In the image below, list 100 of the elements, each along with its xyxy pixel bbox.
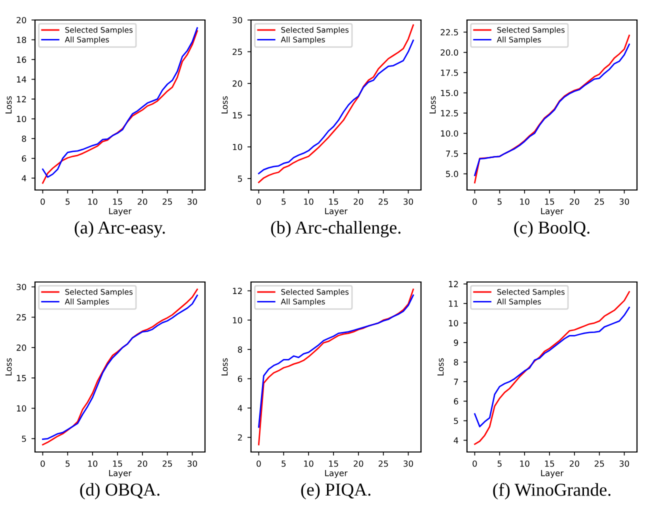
x-tick-label: 20 <box>138 198 148 205</box>
x-axis-title: Layer <box>325 208 348 216</box>
x-axis-title: Layer <box>541 208 564 216</box>
x-tick-label: 15 <box>113 198 122 205</box>
y-tick-label: 4 <box>454 437 458 444</box>
text: (c) BoolQ. <box>514 221 590 238</box>
x-tick-label: 10 <box>304 198 314 205</box>
x-tick-label: 20 <box>138 460 148 467</box>
x-tick-label: 25 <box>378 460 388 467</box>
x-tick-label: 15 <box>545 460 554 467</box>
x-tick-label: 5 <box>498 198 502 205</box>
text: (f) WinoGrande. <box>493 483 610 500</box>
y-tick-label: 25 <box>16 314 26 320</box>
y-tick-label: 10 <box>232 317 242 324</box>
x-tick-label: 0 <box>472 198 477 205</box>
y-tick-label: 15 <box>232 112 242 118</box>
y-tick-label: 4 <box>238 405 242 412</box>
x-tick-label: 30 <box>188 460 198 467</box>
y-tick-label: 6 <box>22 155 26 162</box>
y-tick-label: 8 <box>454 359 458 366</box>
x-tick-label: 10 <box>520 460 530 467</box>
x-tick-label: 0 <box>40 198 45 205</box>
x-tick-label: 10 <box>88 460 98 467</box>
x-tick-label: 5 <box>66 460 70 467</box>
y-tick-label: 4 <box>22 175 26 182</box>
text: (e) PIQA. <box>301 483 370 500</box>
x-tick-label: 25 <box>378 198 388 205</box>
y-tick-label: 7 <box>454 378 458 385</box>
x-tick-label: 10 <box>304 460 314 467</box>
y-tick-label: 25 <box>232 48 242 55</box>
y-tick-label: 5 <box>238 176 242 182</box>
x-tick-label: 25 <box>162 460 172 467</box>
text: (d) OBQA. <box>80 483 160 500</box>
y-tick-label: 10 <box>232 144 242 150</box>
y-tick-label: 14 <box>16 76 26 82</box>
x-tick-label: 25 <box>594 198 604 205</box>
x-tick-label: 25 <box>162 198 172 205</box>
y-axis-title: Loss <box>437 358 444 376</box>
x-tick-label: 25 <box>594 460 604 467</box>
x-tick-label: 15 <box>329 198 338 205</box>
y-tick-label: 20.0 <box>440 49 458 56</box>
y-axis-title: Loss <box>221 96 228 114</box>
x-axis-title: Layer <box>541 470 564 478</box>
x-tick-label: 5 <box>282 198 286 205</box>
line-series <box>258 24 414 184</box>
x-tick-label: 15 <box>113 460 122 467</box>
y-tick-label: 15.0 <box>441 90 458 96</box>
x-tick-label: 20 <box>570 460 580 467</box>
x-tick-label: 30 <box>404 460 414 467</box>
x-tick-label: 5 <box>66 198 70 205</box>
x-tick-label: 15 <box>329 460 338 467</box>
y-tick-label: 20 <box>232 80 242 87</box>
x-tick-label: 0 <box>472 460 477 467</box>
y-tick-label: 10 <box>16 405 26 412</box>
y-tick-label: 10.0 <box>441 130 458 137</box>
y-tick-label: 8 <box>22 136 26 142</box>
y-tick-label: 20 <box>16 16 26 24</box>
x-axis-title: Layer <box>109 470 132 478</box>
x-tick-label: 20 <box>570 198 580 205</box>
x-tick-label: 0 <box>40 460 45 467</box>
y-axis-title: Loss <box>5 96 12 114</box>
y-tick-label: 16 <box>16 56 26 63</box>
y-axis-title: Loss <box>430 96 436 114</box>
x-axis-title: Layer <box>109 208 132 216</box>
x-tick-label: 30 <box>620 198 630 205</box>
y-axis-title: Loss <box>221 358 228 376</box>
x-tick-label: 15 <box>545 198 554 205</box>
x-tick-label: 5 <box>282 460 286 467</box>
y-tick-label: 12 <box>448 280 458 288</box>
y-tick-label: 11 <box>448 300 458 307</box>
x-tick-label: 10 <box>520 198 530 205</box>
y-tick-label: 5 <box>454 418 458 424</box>
y-tick-label: 22.5 <box>440 29 458 36</box>
y-tick-label: 5.0 <box>446 170 458 178</box>
x-tick-label: 10 <box>88 198 98 205</box>
y-tick-label: 7.5 <box>446 150 458 157</box>
text: (a) Arc-easy. <box>74 221 165 238</box>
y-tick-label: 17.5 <box>441 70 458 76</box>
x-tick-label: 30 <box>620 460 630 467</box>
y-tick-label: 20 <box>16 344 26 351</box>
y-tick-label: 9 <box>454 340 458 346</box>
y-tick-label: 5 <box>22 436 26 442</box>
y-axis-title: Loss <box>5 358 12 376</box>
y-tick-label: 15 <box>16 375 26 382</box>
x-tick-label: 0 <box>256 460 261 467</box>
x-tick-label: 30 <box>404 198 414 205</box>
y-tick-label: 6 <box>454 398 458 404</box>
x-tick-label: 20 <box>354 460 364 467</box>
x-tick-label: 5 <box>498 460 502 467</box>
y-tick-label: 12 <box>16 96 26 102</box>
y-tick-label: 6 <box>238 376 242 382</box>
x-axis-title: Layer <box>325 470 348 478</box>
y-tick-label: 12.5 <box>441 110 458 116</box>
line-series <box>474 306 630 428</box>
y-tick-label: 30 <box>232 16 242 24</box>
y-tick-label: 8 <box>238 346 242 353</box>
y-tick-label: 2 <box>238 434 242 441</box>
y-tick-label: 10 <box>16 116 26 122</box>
y-tick-label: 18 <box>16 36 26 44</box>
text: (b) Arc-challenge. <box>271 221 400 238</box>
